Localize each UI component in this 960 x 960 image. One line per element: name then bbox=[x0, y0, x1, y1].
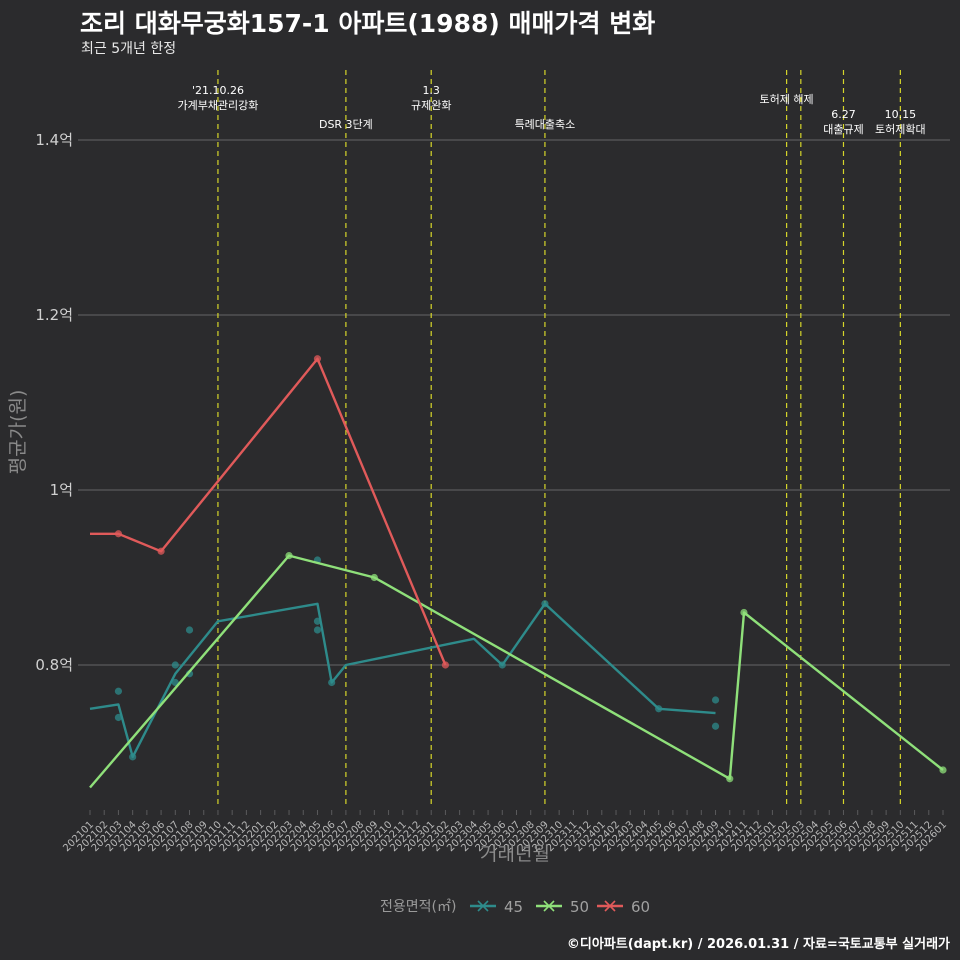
series-point-45 bbox=[114, 713, 123, 722]
legend-label: 50 bbox=[570, 898, 589, 916]
event-label: 1.3 bbox=[422, 84, 440, 97]
series-point-45 bbox=[711, 696, 720, 704]
legend-key-cross bbox=[543, 900, 555, 912]
y-tick-label: 1.2억 bbox=[35, 306, 73, 324]
series-point-45 bbox=[541, 600, 549, 608]
legend-label: 45 bbox=[504, 898, 523, 916]
series-point-45 bbox=[313, 626, 322, 634]
series-point-60 bbox=[114, 530, 123, 538]
event-label: 10.15 bbox=[885, 108, 917, 121]
series-point-45 bbox=[171, 661, 179, 669]
legend: 전용면적(㎡) 45 50 60 bbox=[380, 898, 650, 916]
y-tick-label: 1억 bbox=[50, 481, 73, 499]
series-point-50 bbox=[939, 766, 947, 774]
series-point-45 bbox=[328, 678, 336, 687]
event-label: 토허제확대 bbox=[875, 123, 926, 136]
y-axis: 0.8억 1억 1.2억 1.4억 bbox=[35, 131, 73, 674]
series-point-50 bbox=[740, 608, 748, 617]
series-line-50 bbox=[89, 554, 944, 789]
x-axis-title: 거래년월 bbox=[480, 843, 550, 865]
event-label: DSR 3단계 bbox=[319, 118, 373, 131]
grid-lines bbox=[78, 139, 950, 666]
event-label: 규제완화 bbox=[411, 99, 451, 112]
series-point-60 bbox=[313, 355, 322, 363]
legend-title: 전용면적(㎡) bbox=[380, 899, 456, 915]
series-point-60 bbox=[157, 547, 165, 555]
series-point-50 bbox=[370, 573, 378, 582]
series-point-50 bbox=[726, 775, 734, 783]
event-label: 대출규제 bbox=[823, 123, 863, 136]
legend-key-cross bbox=[604, 900, 616, 912]
series-point-45 bbox=[114, 687, 123, 695]
series-point-60 bbox=[441, 661, 450, 669]
series-line-60 bbox=[90, 357, 447, 666]
event-label: '21.10.26 bbox=[192, 84, 244, 97]
event-label: 토허제 해제 bbox=[760, 92, 814, 106]
chart-subtitle: 최근 5개년 한정 bbox=[81, 41, 177, 57]
legend-key-cross bbox=[477, 900, 489, 912]
source-caption: ©디아파트(dapt.kr) / 2026.01.31 / 자료=국토교통부 실… bbox=[566, 937, 950, 952]
series-line-45 bbox=[89, 602, 716, 759]
y-axis-title: 평균가(원) bbox=[7, 390, 29, 475]
event-label: 6.27 bbox=[831, 108, 856, 121]
series-point-45 bbox=[655, 705, 663, 713]
event-label: 특례대출축소 bbox=[515, 118, 576, 131]
data-series bbox=[89, 355, 947, 789]
series-point-45 bbox=[129, 753, 137, 761]
series-point-45 bbox=[185, 626, 194, 634]
series-point-45 bbox=[498, 661, 506, 669]
event-label: 가계부채관리강화 bbox=[177, 99, 258, 112]
series-point-50 bbox=[285, 552, 293, 560]
series-point-45 bbox=[313, 617, 322, 625]
y-tick-label: 1.4억 bbox=[35, 131, 73, 149]
y-tick-label: 0.8억 bbox=[35, 656, 73, 674]
chart-title: 조리 대화무궁화157-1 아파트(1988) 매매가격 변화 bbox=[80, 9, 656, 38]
legend-label: 60 bbox=[631, 898, 650, 916]
series-point-45 bbox=[711, 722, 720, 730]
